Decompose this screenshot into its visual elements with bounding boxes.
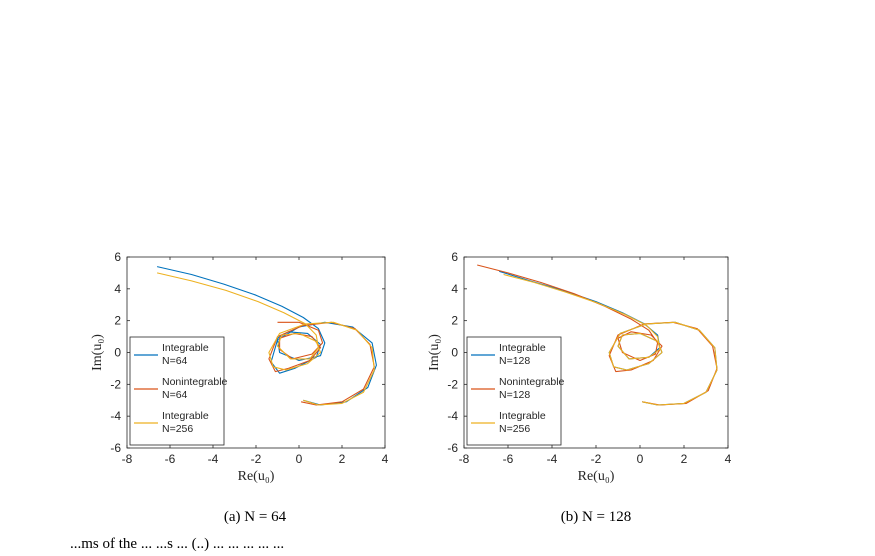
x-tick-label: 4 (382, 452, 389, 466)
y-axis-label: Im(u₀) (427, 334, 442, 371)
x-tick-label: 0 (637, 452, 644, 466)
x-tick-label: -6 (165, 452, 176, 466)
legend-entry-text: N=256 (499, 423, 530, 435)
x-tick-label: 4 (725, 452, 732, 466)
y-tick-label: -4 (447, 409, 458, 423)
y-tick-label: 4 (114, 282, 121, 296)
y-tick-label: -2 (110, 377, 121, 391)
legend-entry-text: Nonintegrable (499, 376, 565, 388)
y-axis-label: Im(u₀) (90, 334, 105, 371)
x-tick-label: -4 (208, 452, 219, 466)
y-tick-label: -2 (447, 377, 458, 391)
y-tick-label: 2 (114, 314, 121, 328)
legend-entry-text: Integrable (499, 410, 546, 422)
legend-entry-text: Integrable (162, 410, 209, 422)
subfigure-caption: (a) N = 64 (224, 509, 287, 525)
x-tick-label: 2 (681, 452, 688, 466)
series-line-2 (477, 264, 718, 406)
y-tick-label: 6 (114, 250, 121, 264)
x-tick-label: -2 (251, 452, 262, 466)
legend-entry-text: N=64 (162, 389, 188, 401)
x-tick-label: -2 (591, 452, 602, 466)
legend: IntegrableN=64NonintegrableN=64Integrabl… (129, 336, 228, 446)
y-tick-label: 4 (451, 282, 458, 296)
page-text-fragment: ...ms of the ... ...s ... (..) ... ... .… (70, 536, 284, 552)
legend-entry-text: Integrable (162, 342, 209, 354)
y-tick-label: 0 (114, 346, 121, 360)
y-tick-label: 6 (451, 250, 458, 264)
legend-entry-text: N=128 (499, 355, 530, 367)
legend-entry-text: N=256 (162, 423, 193, 435)
legend-entry-text: Integrable (499, 342, 546, 354)
y-tick-label: 2 (451, 314, 458, 328)
y-tick-label: -6 (110, 441, 121, 455)
x-tick-label: -4 (547, 452, 558, 466)
x-tick-label: -6 (503, 452, 514, 466)
legend-entry-text: N=64 (162, 355, 188, 367)
subfigure-caption: (b) N = 128 (561, 509, 632, 525)
x-tick-label: 2 (339, 452, 346, 466)
legend-entry-text: Nonintegrable (162, 376, 228, 388)
legend: IntegrableN=128NonintegrableN=128Integra… (466, 336, 565, 446)
y-tick-label: -4 (110, 409, 121, 423)
series-line-3 (156, 272, 375, 406)
y-tick-label: -6 (447, 441, 458, 455)
series-line-3 (503, 273, 718, 406)
x-tick-label: -8 (122, 452, 133, 466)
legend-entry-text: N=128 (499, 389, 530, 401)
x-axis-label: Re(u₀) (578, 469, 615, 484)
x-tick-label: 0 (296, 452, 303, 466)
y-tick-label: 0 (451, 346, 458, 360)
x-tick-label: -8 (459, 452, 470, 466)
x-axis-label: Re(u₀) (238, 469, 275, 484)
